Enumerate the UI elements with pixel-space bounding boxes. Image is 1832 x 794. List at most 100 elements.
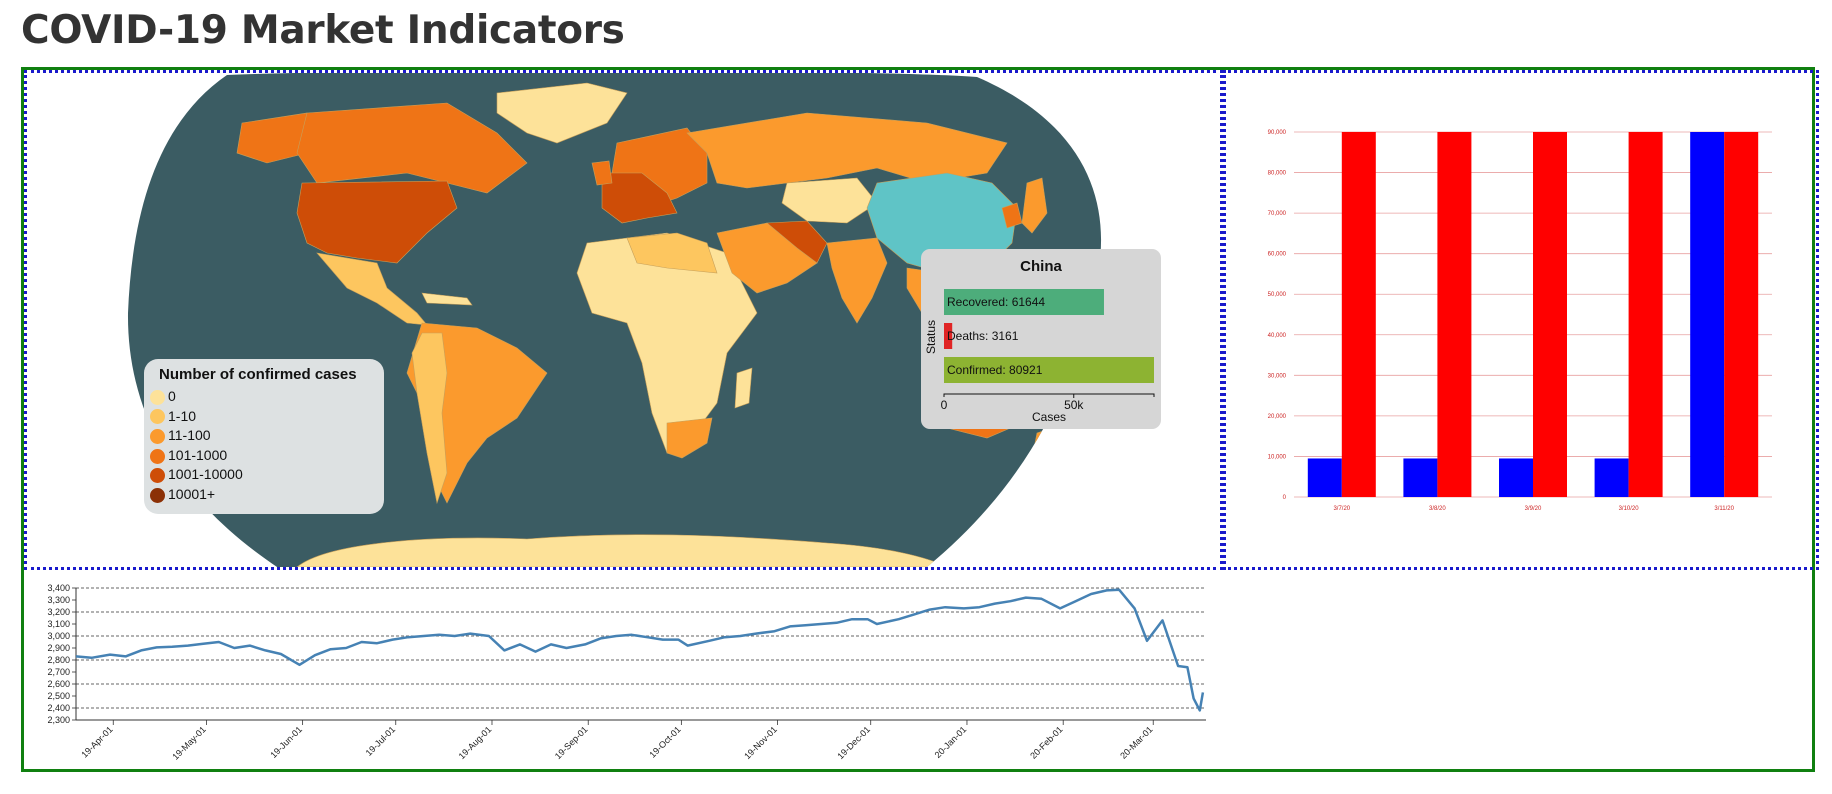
bar-x-tick: 3/10/20 xyxy=(1619,506,1640,512)
tooltip-country: China xyxy=(1020,258,1062,275)
legend-item: 1001-10000 xyxy=(150,465,243,484)
bar xyxy=(1690,132,1725,497)
legend-title: Number of confirmed cases xyxy=(159,366,357,383)
tooltip-y-label: Status xyxy=(924,320,938,354)
country-canada[interactable] xyxy=(296,102,528,194)
tooltip-bar-label: Confirmed: 80921 xyxy=(947,363,1043,377)
country-uk[interactable] xyxy=(591,160,613,186)
bar-y-tick: 10,000 xyxy=(1268,454,1287,460)
country-india[interactable] xyxy=(826,237,888,324)
bar-x-tick: 3/9/20 xyxy=(1525,506,1542,512)
legend-swatch xyxy=(150,428,165,444)
line-y-tick: 2,300 xyxy=(47,715,70,725)
line-y-tick: 2,800 xyxy=(47,655,70,665)
bar-chart-panel: 0 10,000 20,000 30,000 40,000 50,000 60,000 70,… xyxy=(1223,70,1819,570)
country-greenland[interactable] xyxy=(496,82,628,144)
tooltip-x-tick: 0 xyxy=(941,398,948,412)
line-x-tick: 20-Jan-01 xyxy=(933,724,969,760)
country-antarctica[interactable] xyxy=(296,534,948,567)
legend-swatch xyxy=(150,468,165,484)
tooltip-x-tick: 50k xyxy=(1064,398,1084,412)
line-x-tick: 19-Dec-01 xyxy=(835,724,872,761)
tooltip-bar-chart: Recovered: 61644 Deaths: 3161 Confirmed: 8… xyxy=(924,289,1155,424)
bar-x-tick: 3/8/20 xyxy=(1429,506,1446,512)
country-western-europe[interactable] xyxy=(601,172,678,224)
map-legend: Number of confirmed cases 0 1-10 11-100 101… xyxy=(144,359,384,514)
line-y-tick: 2,500 xyxy=(47,691,70,701)
country-central-asia[interactable] xyxy=(781,177,878,224)
country-usa[interactable] xyxy=(296,180,458,264)
bar-y-tick: 50,000 xyxy=(1268,292,1287,298)
bar-chart: 0 10,000 20,000 30,000 40,000 50,000 60,000 70,… xyxy=(1268,130,1772,512)
bar-x-tick: 3/7/20 xyxy=(1333,506,1350,512)
country-andes[interactable] xyxy=(411,332,448,505)
country-north-africa[interactable] xyxy=(626,232,718,274)
legend-label: 1001-10000 xyxy=(168,466,243,483)
bar xyxy=(1307,458,1342,497)
line-y-tick: 3,000 xyxy=(47,631,70,641)
line-x-tick: 19-Jul-01 xyxy=(364,724,398,758)
bar-y-tick: 30,000 xyxy=(1268,373,1287,379)
legend-swatch xyxy=(150,389,165,405)
map-panel: Number of confirmed cases 0 1-10 11-100 101… xyxy=(24,70,1223,570)
line-series xyxy=(75,588,1205,712)
line-y-tick: 3,100 xyxy=(47,619,70,629)
bar-y-tick: 60,000 xyxy=(1268,252,1287,258)
bar xyxy=(1724,132,1759,497)
line-chart-panel: 2,300 2,400 2,500 2,600 2,700 2,800 2,900 3,000… xyxy=(24,575,1214,765)
bar xyxy=(1533,132,1567,497)
legend-item: 1-10 xyxy=(150,407,196,425)
bar-y-tick: 40,000 xyxy=(1268,333,1287,339)
country-caribbean[interactable] xyxy=(421,292,473,306)
tooltip-bar-label: Deaths: 3161 xyxy=(947,329,1019,343)
line-x-tick: 19-Sep-01 xyxy=(553,724,590,761)
tooltip-bar-label: Recovered: 61644 xyxy=(947,295,1045,309)
line-x-tick: 19-Jun-01 xyxy=(268,724,304,760)
country-iran[interactable] xyxy=(766,220,828,264)
tooltip-bar xyxy=(944,323,953,349)
line-y-tick: 3,300 xyxy=(47,595,70,605)
line-x-tick: 19-May-01 xyxy=(170,724,207,761)
line-y-tick: 3,400 xyxy=(47,583,70,593)
line-y-tick: 3,200 xyxy=(47,607,70,617)
dashboard-frame xyxy=(21,67,1815,772)
tooltip-bar xyxy=(944,289,1104,315)
country-madagascar[interactable] xyxy=(734,367,753,409)
bar-y-tick: 0 xyxy=(1283,495,1287,501)
legend-swatch xyxy=(150,487,165,503)
tooltip-x-label: Cases xyxy=(1032,410,1066,424)
line-x-tick: 19-Aug-01 xyxy=(457,724,494,761)
bar-y-tick: 70,000 xyxy=(1268,211,1287,217)
bar xyxy=(1499,458,1533,497)
bar xyxy=(1594,458,1629,497)
bar xyxy=(1628,132,1663,497)
legend-item: 0 xyxy=(150,387,176,405)
legend-label: 0 xyxy=(168,388,176,404)
bar-y-tick: 20,000 xyxy=(1268,414,1287,420)
legend-label: 11-100 xyxy=(168,427,211,444)
bar-x-tick: 3/11/20 xyxy=(1714,506,1734,512)
bar xyxy=(1341,132,1376,497)
line-x-tick: 19-Oct-01 xyxy=(647,724,682,759)
page-title: COVID-19 Market Indicators xyxy=(21,8,625,53)
line-x-tick: 19-Nov-01 xyxy=(742,724,779,761)
line-x-tick: 19-Apr-01 xyxy=(79,724,114,759)
line-y-tick: 2,600 xyxy=(47,679,70,689)
legend-label: 1-10 xyxy=(168,407,197,424)
line-y-tick: 2,700 xyxy=(47,667,70,677)
line-y-tick: 2,900 xyxy=(47,643,70,653)
line-x-tick: 20-Mar-01 xyxy=(1118,724,1154,760)
bar-y-tick: 90,000 xyxy=(1268,130,1287,136)
bar-y-tick: 80,000 xyxy=(1268,171,1287,177)
legend-swatch xyxy=(150,409,165,425)
legend-item: 101-1000 xyxy=(150,446,227,464)
legend-item: 10001+ xyxy=(150,485,215,503)
country-south-africa[interactable] xyxy=(666,417,713,459)
legend-label: 10001+ xyxy=(168,486,216,502)
legend-label: 101-1000 xyxy=(168,446,228,463)
country-japan[interactable] xyxy=(1021,177,1048,234)
line-y-tick: 2,400 xyxy=(47,703,70,713)
legend-item: 11-100 xyxy=(150,426,211,444)
country-russia[interactable] xyxy=(686,112,1008,189)
line-chart: 2,300 2,400 2,500 2,600 2,700 2,800 2,900 3,000… xyxy=(47,583,1206,762)
